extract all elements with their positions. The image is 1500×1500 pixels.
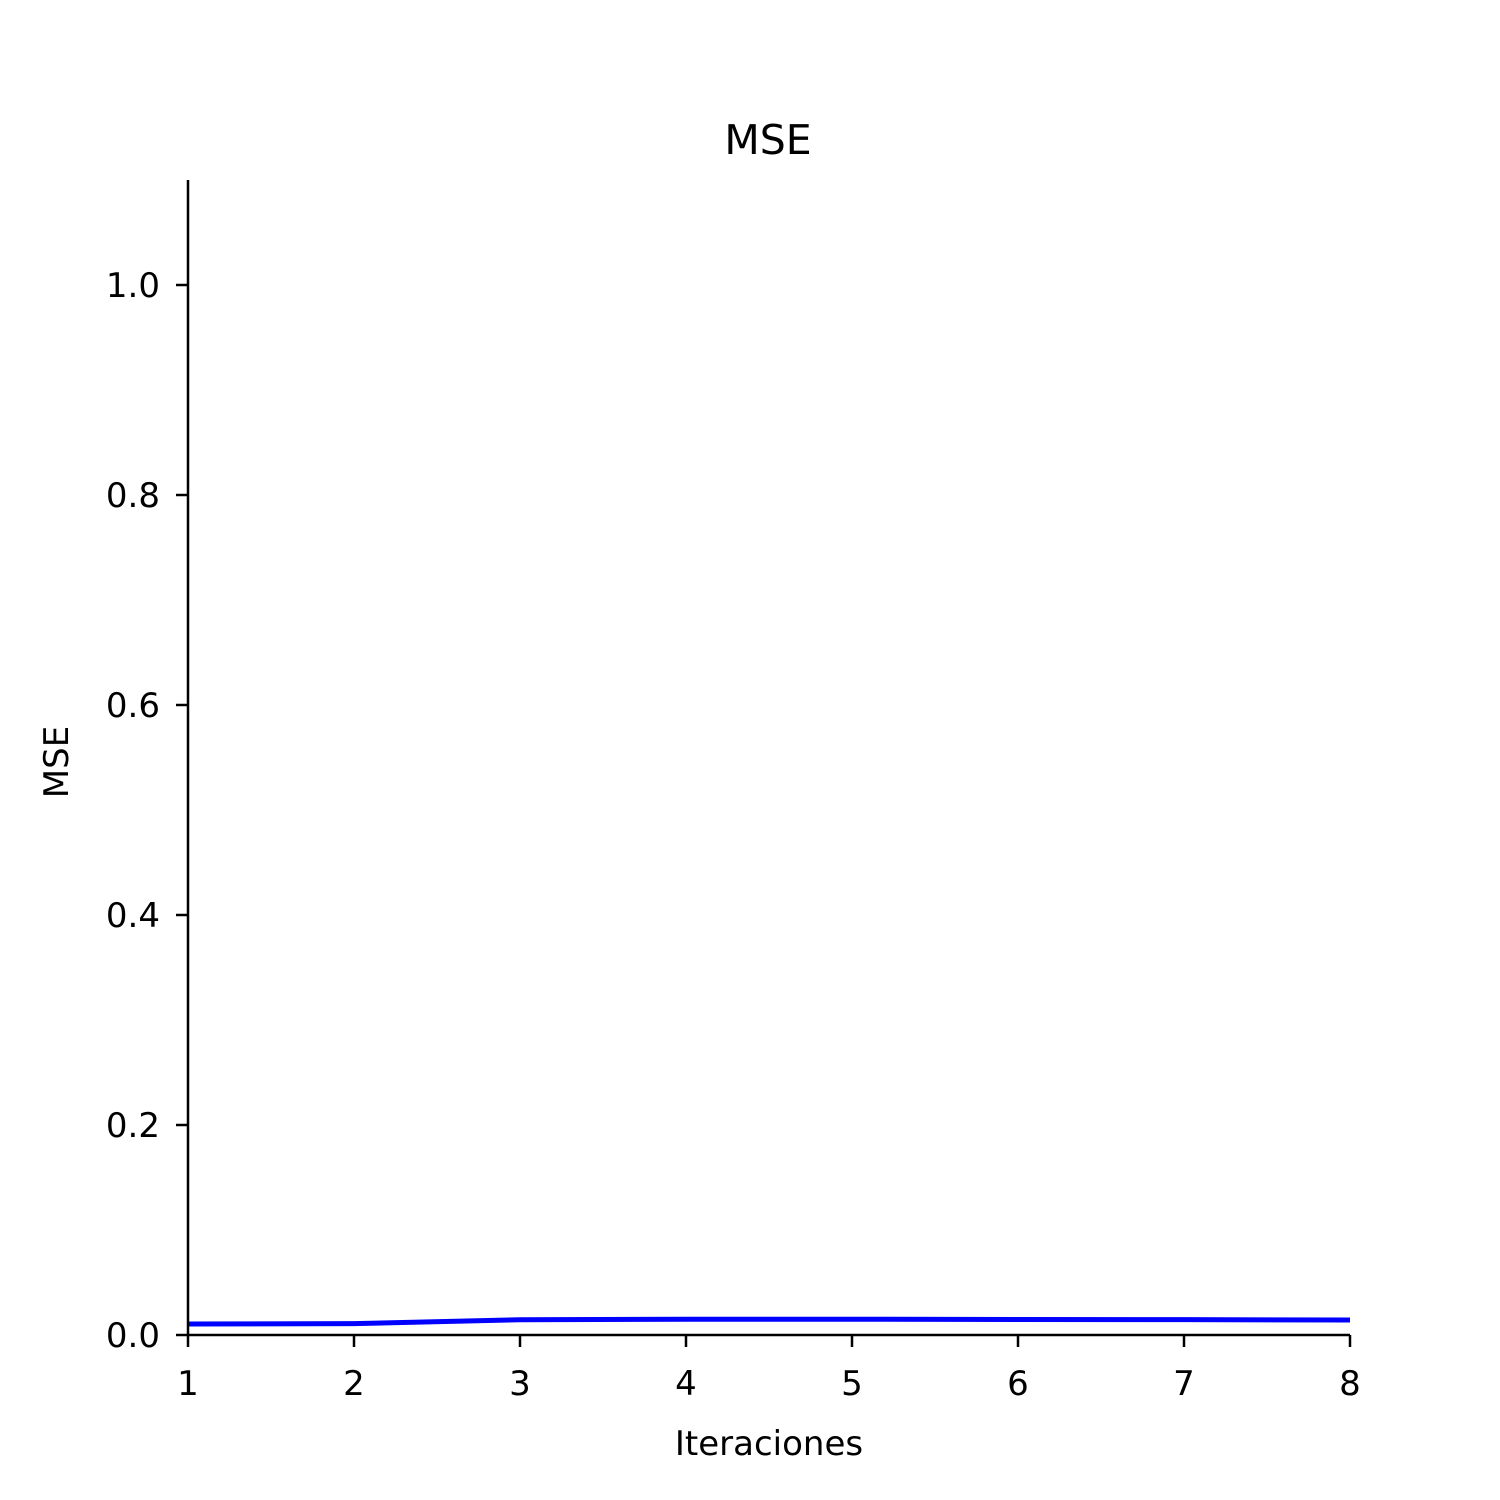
chart-title: MSE	[724, 116, 811, 164]
y-tick-label: 0.2	[106, 1106, 160, 1146]
y-ticks: 0.0 0.2 0.4 0.6 0.8 1.0	[106, 266, 188, 1356]
series-line	[187, 1316, 1351, 1327]
y-tick-label: 1.0	[106, 266, 160, 306]
x-tick-label: 2	[343, 1364, 365, 1404]
y-tick-label: 0.8	[106, 476, 160, 516]
x-tick-label: 1	[177, 1364, 199, 1404]
y-tick-label: 0.0	[106, 1316, 160, 1356]
plot-area	[187, 1316, 1351, 1327]
x-tick-label: 5	[841, 1364, 863, 1404]
x-tick-label: 3	[509, 1364, 531, 1404]
y-tick-label: 0.6	[106, 686, 160, 726]
x-tick-label: 6	[1007, 1364, 1029, 1404]
y-tick-label: 0.4	[106, 896, 160, 936]
x-ticks: 1 2 3 4 5 6 7 8	[177, 1335, 1361, 1404]
y-axis-label: MSE	[37, 726, 77, 798]
x-tick-label: 7	[1173, 1364, 1195, 1404]
x-axis-label: Iteraciones	[675, 1424, 863, 1464]
x-tick-label: 8	[1339, 1364, 1361, 1404]
x-tick-label: 4	[675, 1364, 697, 1404]
